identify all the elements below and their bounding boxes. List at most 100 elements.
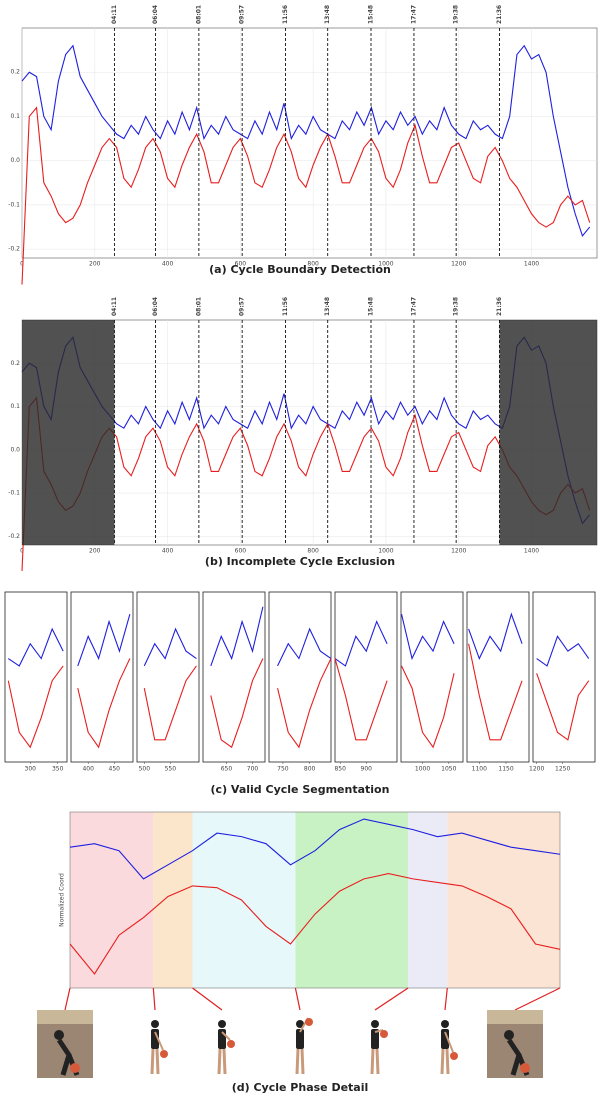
plot-frame (21, 27, 598, 259)
x-tick-label: 1150 (498, 766, 513, 773)
boundary-label: 09:57 (239, 5, 246, 24)
y-tick-label: -0.2 (8, 533, 20, 540)
caption-d: (d) Cycle Phase Detail (232, 1081, 369, 1094)
boundary-label: 08:01 (195, 297, 202, 316)
segment-frame (532, 591, 596, 763)
phase-connector (374, 987, 409, 1011)
x-tick-label: 1050 (441, 766, 456, 773)
y-axis-label: Normalized Coord (59, 873, 66, 927)
person-legs (440, 1048, 450, 1075)
boundary-label: 19:38 (453, 5, 460, 24)
y-tick-label: -0.1 (8, 201, 20, 208)
caption-c: (c) Valid Cycle Segmentation (211, 783, 390, 796)
phase-connector (444, 987, 448, 1011)
person-arm (154, 1031, 164, 1051)
x-tick-label: 600 (235, 548, 247, 555)
boundary-label: 08:01 (195, 5, 202, 24)
person-legs (295, 1048, 305, 1075)
x-tick-label: 1000 (378, 261, 393, 268)
y-tick-label: 0.0 (10, 157, 20, 164)
excluded-region (499, 320, 597, 545)
phase-connector (64, 987, 71, 1011)
x-tick-label: 800 (307, 261, 319, 268)
phase-band (447, 812, 560, 988)
person-head (371, 1020, 379, 1028)
x-tick-label: 500 (139, 766, 151, 773)
person-legs (217, 1048, 227, 1075)
boundary-label: 06:04 (152, 5, 159, 24)
data-line (21, 336, 591, 525)
phase-band (153, 812, 193, 988)
x-tick-label: 400 (162, 261, 174, 268)
x-tick-label: 550 (165, 766, 177, 773)
person-torso (441, 1029, 449, 1049)
data-line (21, 396, 591, 571)
segment-line (334, 620, 388, 667)
x-tick-label: 1000 (378, 548, 393, 555)
person-head (218, 1020, 226, 1028)
photo-detail (37, 1010, 93, 1024)
x-tick-label: 1200 (451, 548, 466, 555)
boundary-label: 09:57 (239, 297, 246, 316)
kettlebell (227, 1040, 235, 1048)
segment-frame (136, 591, 200, 763)
x-tick-label: 400 (82, 766, 94, 773)
boundary-label: 21:36 (496, 5, 503, 24)
boundary-label: 04:11 (111, 297, 118, 316)
phase-band (192, 812, 296, 988)
segment-line (277, 627, 332, 667)
x-tick-label: 600 (235, 261, 247, 268)
x-tick-label: 1200 (529, 766, 544, 773)
person-torso (371, 1029, 379, 1049)
x-tick-label: 200 (89, 261, 101, 268)
segment-line (77, 658, 131, 749)
caption-b: (b) Incomplete Cycle Exclusion (205, 555, 395, 568)
segment-line (468, 643, 523, 741)
person-arm (374, 1029, 384, 1033)
phase-line (69, 873, 561, 975)
data-line (21, 106, 591, 285)
excluded-region (22, 320, 115, 545)
x-tick-label: 700 (247, 766, 259, 773)
segment-line (7, 665, 64, 749)
kettlebell (70, 1063, 80, 1073)
x-tick-label: 750 (277, 766, 289, 773)
boundary-label: 06:04 (152, 297, 159, 316)
y-tick-label: -0.2 (8, 246, 20, 253)
person-arm (221, 1031, 231, 1041)
segment-line (77, 614, 131, 667)
x-tick-label: 1100 (472, 766, 487, 773)
x-tick-label: 650 (221, 766, 233, 773)
segment-frame (4, 591, 68, 763)
x-tick-label: 850 (334, 766, 346, 773)
segment-line (210, 606, 264, 667)
segment-line (7, 627, 64, 667)
x-tick-label: 400 (162, 548, 174, 555)
phase-connector (192, 987, 223, 1011)
kettlebell (305, 1018, 313, 1026)
photo-detail (487, 1010, 543, 1024)
phase-connector (152, 987, 156, 1011)
phase-line (69, 818, 561, 880)
plot-frame (69, 811, 561, 989)
x-tick-label: 350 (52, 766, 64, 773)
x-tick-label: 1200 (451, 261, 466, 268)
phase-band (295, 812, 409, 988)
segment-line (536, 635, 590, 667)
segment-line (277, 658, 332, 749)
boundary-label: 13:48 (324, 297, 331, 316)
phase-connector (514, 987, 561, 1011)
person-legs (150, 1048, 160, 1075)
segment-line (536, 673, 590, 741)
x-tick-label: 0 (20, 261, 24, 268)
kettlebell (520, 1063, 530, 1073)
data-line (21, 44, 591, 238)
x-tick-label: 0 (20, 548, 24, 555)
kettlebell (380, 1030, 388, 1038)
segment-line (334, 658, 388, 741)
person-head (441, 1020, 449, 1028)
x-tick-label: 800 (307, 548, 319, 555)
y-tick-label: 0.1 (10, 403, 20, 410)
segment-frame (268, 591, 332, 763)
